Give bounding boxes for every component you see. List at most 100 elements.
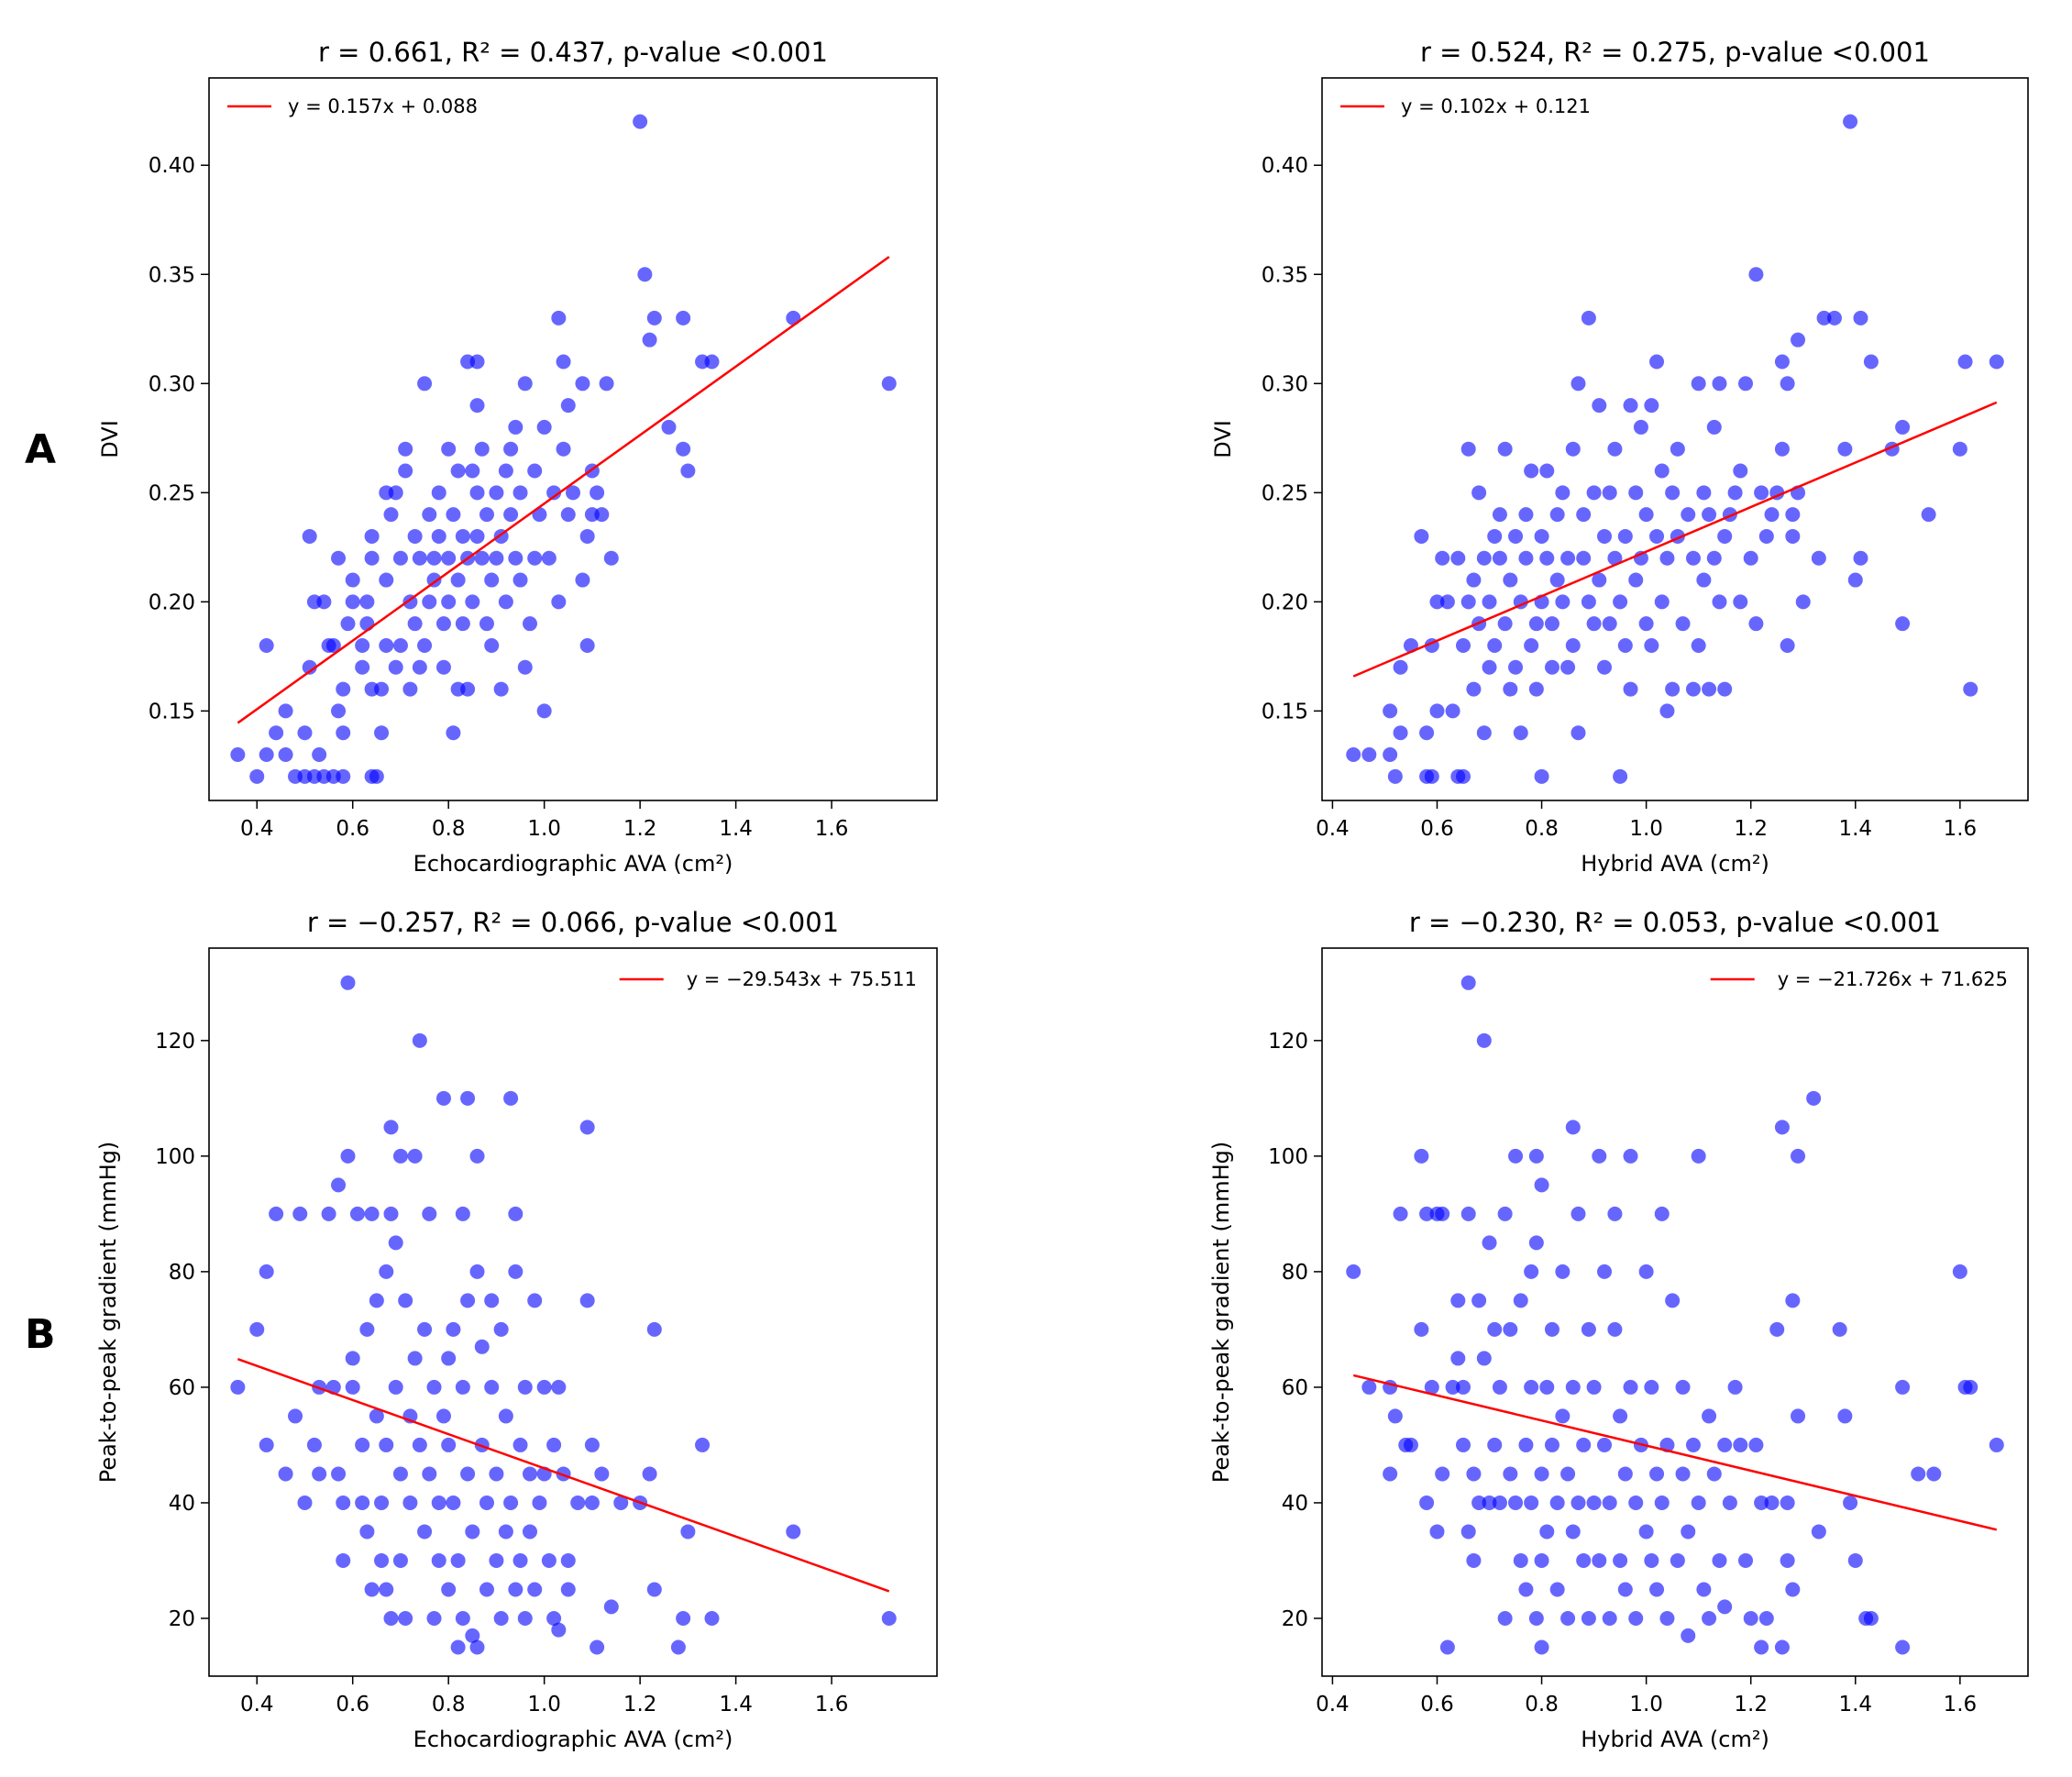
data-point: [1534, 1639, 1549, 1655]
data-point: [379, 1437, 394, 1452]
data-point: [1638, 616, 1654, 632]
data-point: [1659, 1610, 1675, 1626]
x-axis-label: Echocardiographic AVA (cm²): [413, 851, 733, 877]
data-point: [479, 616, 494, 632]
data-point: [1665, 485, 1681, 501]
data-point: [579, 1293, 595, 1308]
x-tick-label: 0.4: [1316, 1693, 1350, 1716]
data-point: [1581, 1321, 1596, 1337]
data-point: [297, 1495, 313, 1510]
data-point: [1492, 1379, 1507, 1395]
data-point: [369, 1408, 384, 1424]
data-point: [512, 485, 528, 501]
data-point: [1733, 1437, 1748, 1452]
data-point: [1565, 1120, 1581, 1135]
data-point: [1497, 1610, 1513, 1626]
y-tick-label: 100: [1268, 1145, 1308, 1169]
data-point: [407, 1148, 423, 1164]
data-point: [1460, 441, 1476, 457]
data-point: [412, 1032, 427, 1048]
data-point: [1387, 1408, 1403, 1424]
data-point: [1528, 616, 1544, 632]
data-point: [704, 354, 720, 370]
data-point: [1754, 1495, 1769, 1510]
data-point: [398, 441, 413, 457]
data-point: [355, 659, 370, 675]
data-point: [1957, 354, 1973, 370]
data-point: [325, 637, 341, 653]
data-point: [1592, 572, 1607, 588]
data-point: [575, 376, 590, 392]
data-point: [1393, 659, 1408, 675]
data-point: [508, 1582, 524, 1597]
data-point: [1346, 1264, 1361, 1279]
data-point: [1702, 1610, 1717, 1626]
data-point: [566, 485, 580, 501]
data-point: [1780, 376, 1795, 392]
data-point: [465, 594, 480, 610]
data-point: [417, 1524, 433, 1540]
data-point: [1524, 637, 1539, 653]
data-point: [1963, 1379, 1978, 1395]
y-tick-label: 0.15: [1262, 700, 1308, 723]
data-point: [536, 703, 552, 719]
data-point: [517, 376, 533, 392]
x-tick-label: 1.4: [719, 817, 753, 841]
data-point: [646, 1321, 662, 1337]
data-point: [532, 1495, 547, 1510]
data-point: [603, 1599, 619, 1615]
data-point: [359, 616, 375, 632]
y-tick-label: 100: [155, 1145, 195, 1169]
data-point: [465, 1524, 480, 1540]
data-point: [642, 332, 657, 348]
data-point: [1623, 1148, 1638, 1164]
data-point: [489, 1552, 504, 1568]
data-point: [1733, 463, 1748, 479]
data-point: [1539, 463, 1555, 479]
data-point: [503, 1495, 519, 1510]
data-point: [536, 1379, 552, 1395]
data-point: [259, 1437, 274, 1452]
data-point: [1508, 659, 1524, 675]
data-point: [1586, 1495, 1602, 1510]
data-point: [1549, 572, 1565, 588]
data-point: [1654, 1495, 1670, 1510]
data-point: [259, 637, 274, 653]
data-point: [1617, 1466, 1633, 1482]
data-point: [1513, 725, 1528, 741]
data-point: [469, 398, 485, 414]
data-point: [512, 1552, 528, 1568]
data-point: [460, 1293, 476, 1308]
y-axis-label: DVI: [97, 420, 123, 458]
data-point: [1623, 1379, 1638, 1395]
data-point: [556, 354, 571, 370]
data-point: [1592, 1148, 1607, 1164]
x-tick-label: 0.6: [336, 817, 369, 841]
data-point: [388, 485, 403, 501]
data-point: [1555, 1408, 1571, 1424]
data-point: [527, 1293, 543, 1308]
data-point: [1748, 616, 1764, 632]
data-point: [1952, 1264, 1967, 1279]
data-point: [1685, 681, 1701, 697]
data-point: [1524, 1379, 1539, 1395]
data-point: [579, 637, 595, 653]
data-point: [359, 1524, 375, 1540]
data-point: [503, 441, 519, 457]
data-point: [522, 616, 537, 632]
data-point: [331, 550, 347, 566]
data-point: [355, 1437, 370, 1452]
data-point: [374, 1552, 390, 1568]
data-point: [1764, 1495, 1780, 1510]
data-point: [474, 441, 490, 457]
data-point: [1539, 550, 1555, 566]
data-point: [479, 507, 494, 523]
data-point: [527, 463, 543, 479]
data-point: [1429, 1524, 1445, 1540]
data-point: [1675, 1379, 1691, 1395]
data-point: [881, 1610, 897, 1626]
data-point: [446, 507, 461, 523]
y-tick-label: 80: [1282, 1261, 1308, 1285]
data-point: [1738, 1552, 1753, 1568]
